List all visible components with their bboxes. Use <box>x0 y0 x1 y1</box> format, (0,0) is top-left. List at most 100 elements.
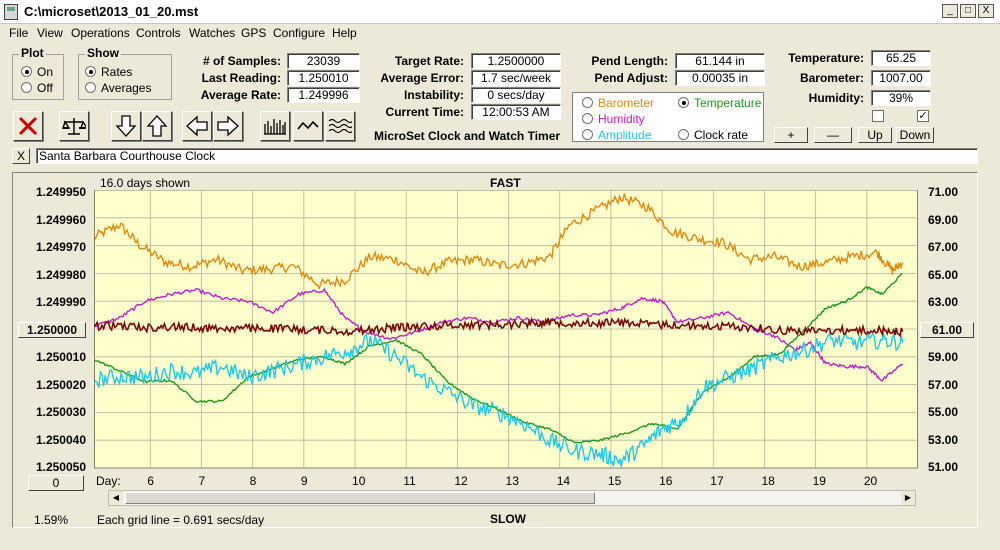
menu-operations[interactable]: Operations <box>71 26 130 40</box>
plot-group: Plot On Off <box>12 46 64 100</box>
sensor-humidity-label: Humidity <box>598 112 645 126</box>
menu-watches[interactable]: Watches <box>189 26 236 40</box>
y-right-tick: 63.00 <box>928 295 959 309</box>
show-rates-radio[interactable]: Rates <box>85 65 132 79</box>
menu-file[interactable]: File <box>9 26 29 40</box>
scale-down-button[interactable]: Down <box>896 127 934 143</box>
y-left-tick: 1.249980 <box>35 268 86 282</box>
day-tick-label: 13 <box>505 474 519 488</box>
day-tick-label: 19 <box>812 474 826 488</box>
sensor-clock-rate-label: Clock rate <box>694 128 749 142</box>
y-right-tick: 51.00 <box>928 460 959 474</box>
radio-checked-icon <box>678 97 689 108</box>
menu-view[interactable]: View <box>37 26 63 40</box>
show-averages-label: Averages <box>101 81 152 95</box>
slow-label: SLOW <box>490 512 526 526</box>
show-averages-radio[interactable]: Averages <box>85 81 151 95</box>
scale-minus-button[interactable]: — <box>814 127 852 143</box>
humidity-label: Humidity: <box>808 91 864 105</box>
down-button[interactable] <box>111 111 141 141</box>
target-rate-label: Target Rate: <box>394 54 464 68</box>
menu-gps[interactable]: GPS <box>241 26 267 40</box>
right-arrow-icon <box>217 115 239 137</box>
app-heading: MicroSet Clock and Watch Timer <box>374 129 561 143</box>
app-icon <box>4 4 18 20</box>
time-scrollbar[interactable]: ◀ ▶ <box>108 490 916 506</box>
stop-icon <box>18 116 38 136</box>
plot-off-radio[interactable]: Off <box>21 81 53 95</box>
scroll-left-button[interactable] <box>182 111 212 141</box>
scroll-right-button[interactable] <box>213 111 243 141</box>
scroll-right-arrow-icon[interactable]: ▶ <box>901 491 915 505</box>
maximize-button[interactable]: □ <box>960 4 976 18</box>
radio-unchecked-icon <box>582 113 593 124</box>
left-checkbox[interactable] <box>872 110 884 122</box>
plot-series <box>94 193 904 467</box>
radio-unchecked-icon <box>21 82 32 93</box>
y-left-tick: 1.250040 <box>35 433 86 447</box>
balance-button[interactable] <box>59 111 89 141</box>
sensor-barometer-label: Barometer <box>598 96 655 110</box>
right-checkbox[interactable]: ✓ <box>917 110 929 122</box>
average-error-value: 1.7 sec/week <box>471 70 561 86</box>
day-tick-label: 10 <box>352 474 366 488</box>
scale-plus-button[interactable]: + <box>774 127 808 143</box>
y-right-tick: 53.00 <box>928 433 959 447</box>
temperature-label: Temperature: <box>788 51 864 65</box>
pend-length-label: Pend Length: <box>591 54 668 68</box>
menu-help[interactable]: Help <box>332 26 357 40</box>
rate-plot[interactable] <box>94 190 918 470</box>
sensor-humidity-radio[interactable]: Humidity <box>582 112 645 126</box>
sensor-temperature-radio[interactable]: Temperature <box>678 96 761 110</box>
scroll-left-arrow-icon[interactable]: ◀ <box>109 491 123 505</box>
day-tick-label: 7 <box>198 474 206 488</box>
up-arrow-icon <box>146 115 168 137</box>
radio-unchecked-icon <box>582 129 593 140</box>
up-button[interactable] <box>142 111 172 141</box>
scrollbar-thumb[interactable] <box>125 492 595 504</box>
wave-plot-button[interactable] <box>325 111 355 141</box>
line-plot-button[interactable] <box>293 111 323 141</box>
line-plot-icon <box>297 120 319 130</box>
y-right-tick: 55.00 <box>928 405 959 419</box>
y-left-tick: 1.250010 <box>35 350 86 364</box>
sensor-amplitude-radio[interactable]: Amplitude <box>582 128 651 142</box>
center-left-button[interactable]: 1.250000 <box>18 322 86 338</box>
offset-button[interactable]: 0 <box>28 475 84 491</box>
radio-unchecked-icon <box>678 129 689 140</box>
menu-controls[interactable]: Controls <box>136 26 181 40</box>
instability-label: Instability: <box>403 88 464 102</box>
barometer-value: 1007.00 <box>871 70 931 86</box>
y-right-tick: 69.00 <box>928 213 959 227</box>
plot-on-radio[interactable]: On <box>21 65 53 79</box>
bar-plot-button[interactable] <box>260 111 290 141</box>
day-tick-label: 20 <box>863 474 878 488</box>
center-right-button[interactable]: 61.00 <box>920 322 974 338</box>
y-right-tick: 67.00 <box>928 240 959 254</box>
day-tick-label: 17 <box>710 474 724 488</box>
series-line-clock-rate <box>94 316 904 338</box>
radio-checked-icon <box>21 66 32 77</box>
last-reading-label: Last Reading: <box>201 71 281 85</box>
sensor-clock-rate-radio[interactable]: Clock rate <box>678 128 748 142</box>
scale-up-button[interactable]: Up <box>858 127 892 143</box>
current-time-label: Current Time: <box>385 105 464 119</box>
close-button[interactable]: X <box>978 4 994 18</box>
minimize-button[interactable]: _ <box>942 4 958 18</box>
clear-clock-button[interactable]: X <box>12 148 30 164</box>
clock-name-field[interactable]: Santa Barbara Courthouse Clock <box>36 148 978 164</box>
y-left-tick: 1.249950 <box>35 185 86 199</box>
grid-note-label: Each grid line = 0.691 secs/day <box>97 513 265 527</box>
day-tick-label: 12 <box>454 474 468 488</box>
stop-button[interactable] <box>13 111 43 141</box>
y-right-tick: 65.00 <box>928 268 959 282</box>
sensor-barometer-radio[interactable]: Barometer <box>582 96 654 110</box>
days-shown-label: 16.0 days shown <box>100 176 191 190</box>
average-rate-value: 1.249996 <box>287 87 360 103</box>
menu-configure[interactable]: Configure <box>273 26 326 40</box>
current-time-value: 12:00:53 AM <box>471 104 561 120</box>
title-bar[interactable]: C:\microset\2013_01_20.mst _ □ X <box>0 0 1000 24</box>
day-tick-label: 16 <box>659 474 673 488</box>
balance-icon <box>62 118 86 135</box>
y-left-tick: 1.249970 <box>35 240 86 254</box>
